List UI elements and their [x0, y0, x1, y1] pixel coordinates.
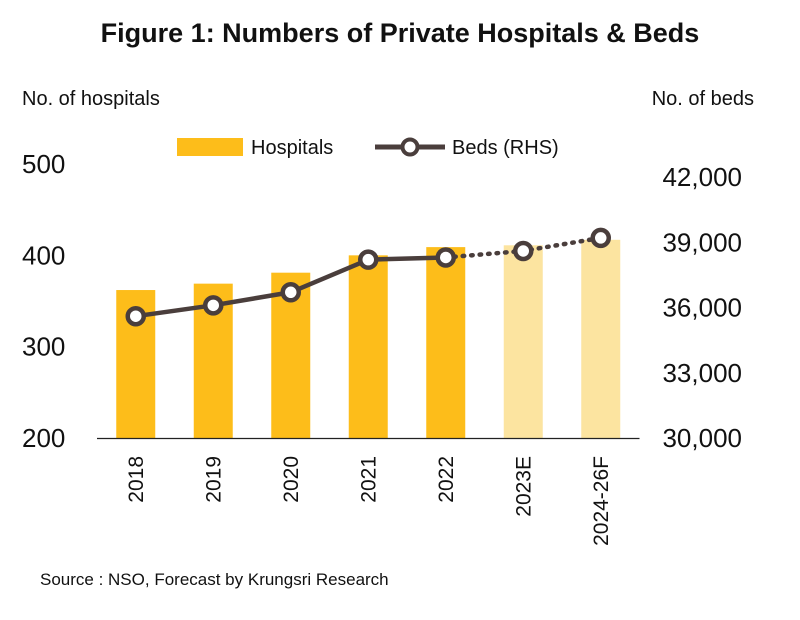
x-tick-label: 2023E [512, 456, 535, 517]
bar-hospitals-2021 [348, 255, 388, 438]
right-axis-title: No. of beds [651, 88, 754, 110]
beds-point-2021 [358, 249, 379, 270]
bar-hospitals-2022 [426, 247, 466, 438]
legend-beds-marker [400, 137, 420, 157]
x-tick-label: 2020 [280, 456, 303, 503]
x-tick-label: 2021 [357, 456, 380, 503]
legend: Hospitals Beds (RHS) [177, 137, 559, 159]
bar-hospitals-2023E [503, 245, 543, 438]
beds-point-2024-26F [590, 227, 611, 249]
beds-point-2023E [513, 240, 534, 262]
y2-tick-label: 33,000 [662, 358, 742, 388]
chart-title: Figure 1: Numbers of Private Hospitals &… [100, 18, 700, 48]
beds-point-2022 [435, 247, 456, 268]
legend-beds-label: Beds (RHS) [452, 137, 559, 159]
x-tick-label: 2022 [435, 456, 458, 503]
y-tick-label: 400 [22, 240, 65, 270]
x-tick-label: 2019 [202, 456, 225, 503]
legend-hospitals-swatch [177, 138, 243, 156]
y-tick-label: 200 [22, 423, 65, 453]
beds-point-2019 [203, 295, 224, 316]
y2-tick-label: 42,000 [662, 162, 742, 192]
y2-tick-label: 39,000 [662, 227, 742, 257]
left-axis-title: No. of hospitals [22, 88, 160, 110]
bar-hospitals-2024-26F [581, 239, 621, 438]
x-tick-label: 2024-26F [590, 456, 613, 546]
y2-tick-label: 30,000 [662, 423, 742, 453]
y2-tick-label: 36,000 [662, 293, 742, 323]
y-tick-label: 500 [22, 149, 65, 179]
y-tick-label: 300 [22, 332, 65, 362]
beds-point-2020 [280, 282, 301, 303]
beds-point-2018 [125, 305, 146, 327]
x-tick-label: 2018 [125, 456, 148, 503]
source-note: Source : NSO, Forecast by Krungsri Resea… [40, 570, 389, 589]
legend-hospitals-label: Hospitals [251, 137, 333, 159]
